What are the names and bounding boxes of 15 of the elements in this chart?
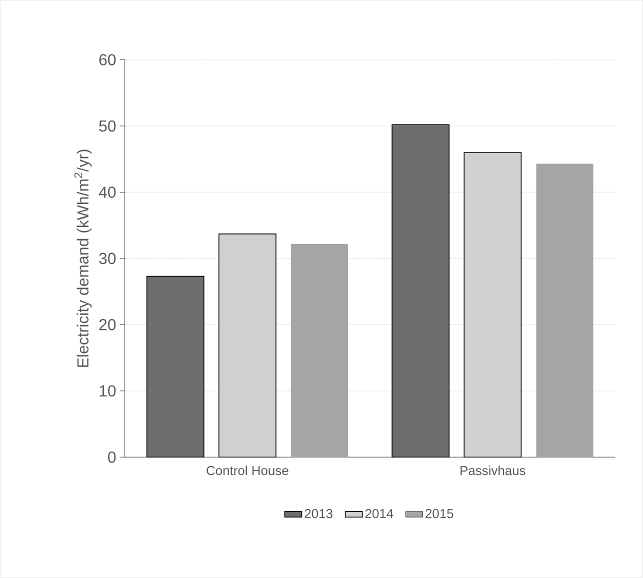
legend-label: 2015 <box>426 509 454 518</box>
bar <box>290 244 348 458</box>
y-tick-label: 20 <box>99 319 116 330</box>
legend-label: 2014 <box>365 509 394 518</box>
y-tick-label: 10 <box>100 385 116 397</box>
y-tick-label: 60 <box>99 54 116 66</box>
y-tick-label: 50 <box>99 120 116 132</box>
bar <box>536 164 594 458</box>
y-axis-title: Electricity demand (kWh/m$^{2}$/yr) <box>74 150 92 367</box>
legend-label: 2013 <box>304 509 332 518</box>
x-tick-label: Passivhaus <box>460 466 526 476</box>
y-tick-label: 0 <box>108 452 116 463</box>
x-tick-label: Control House <box>206 466 288 476</box>
y-tick-label: 30 <box>99 252 116 264</box>
y-tick-label: 40 <box>98 186 116 198</box>
